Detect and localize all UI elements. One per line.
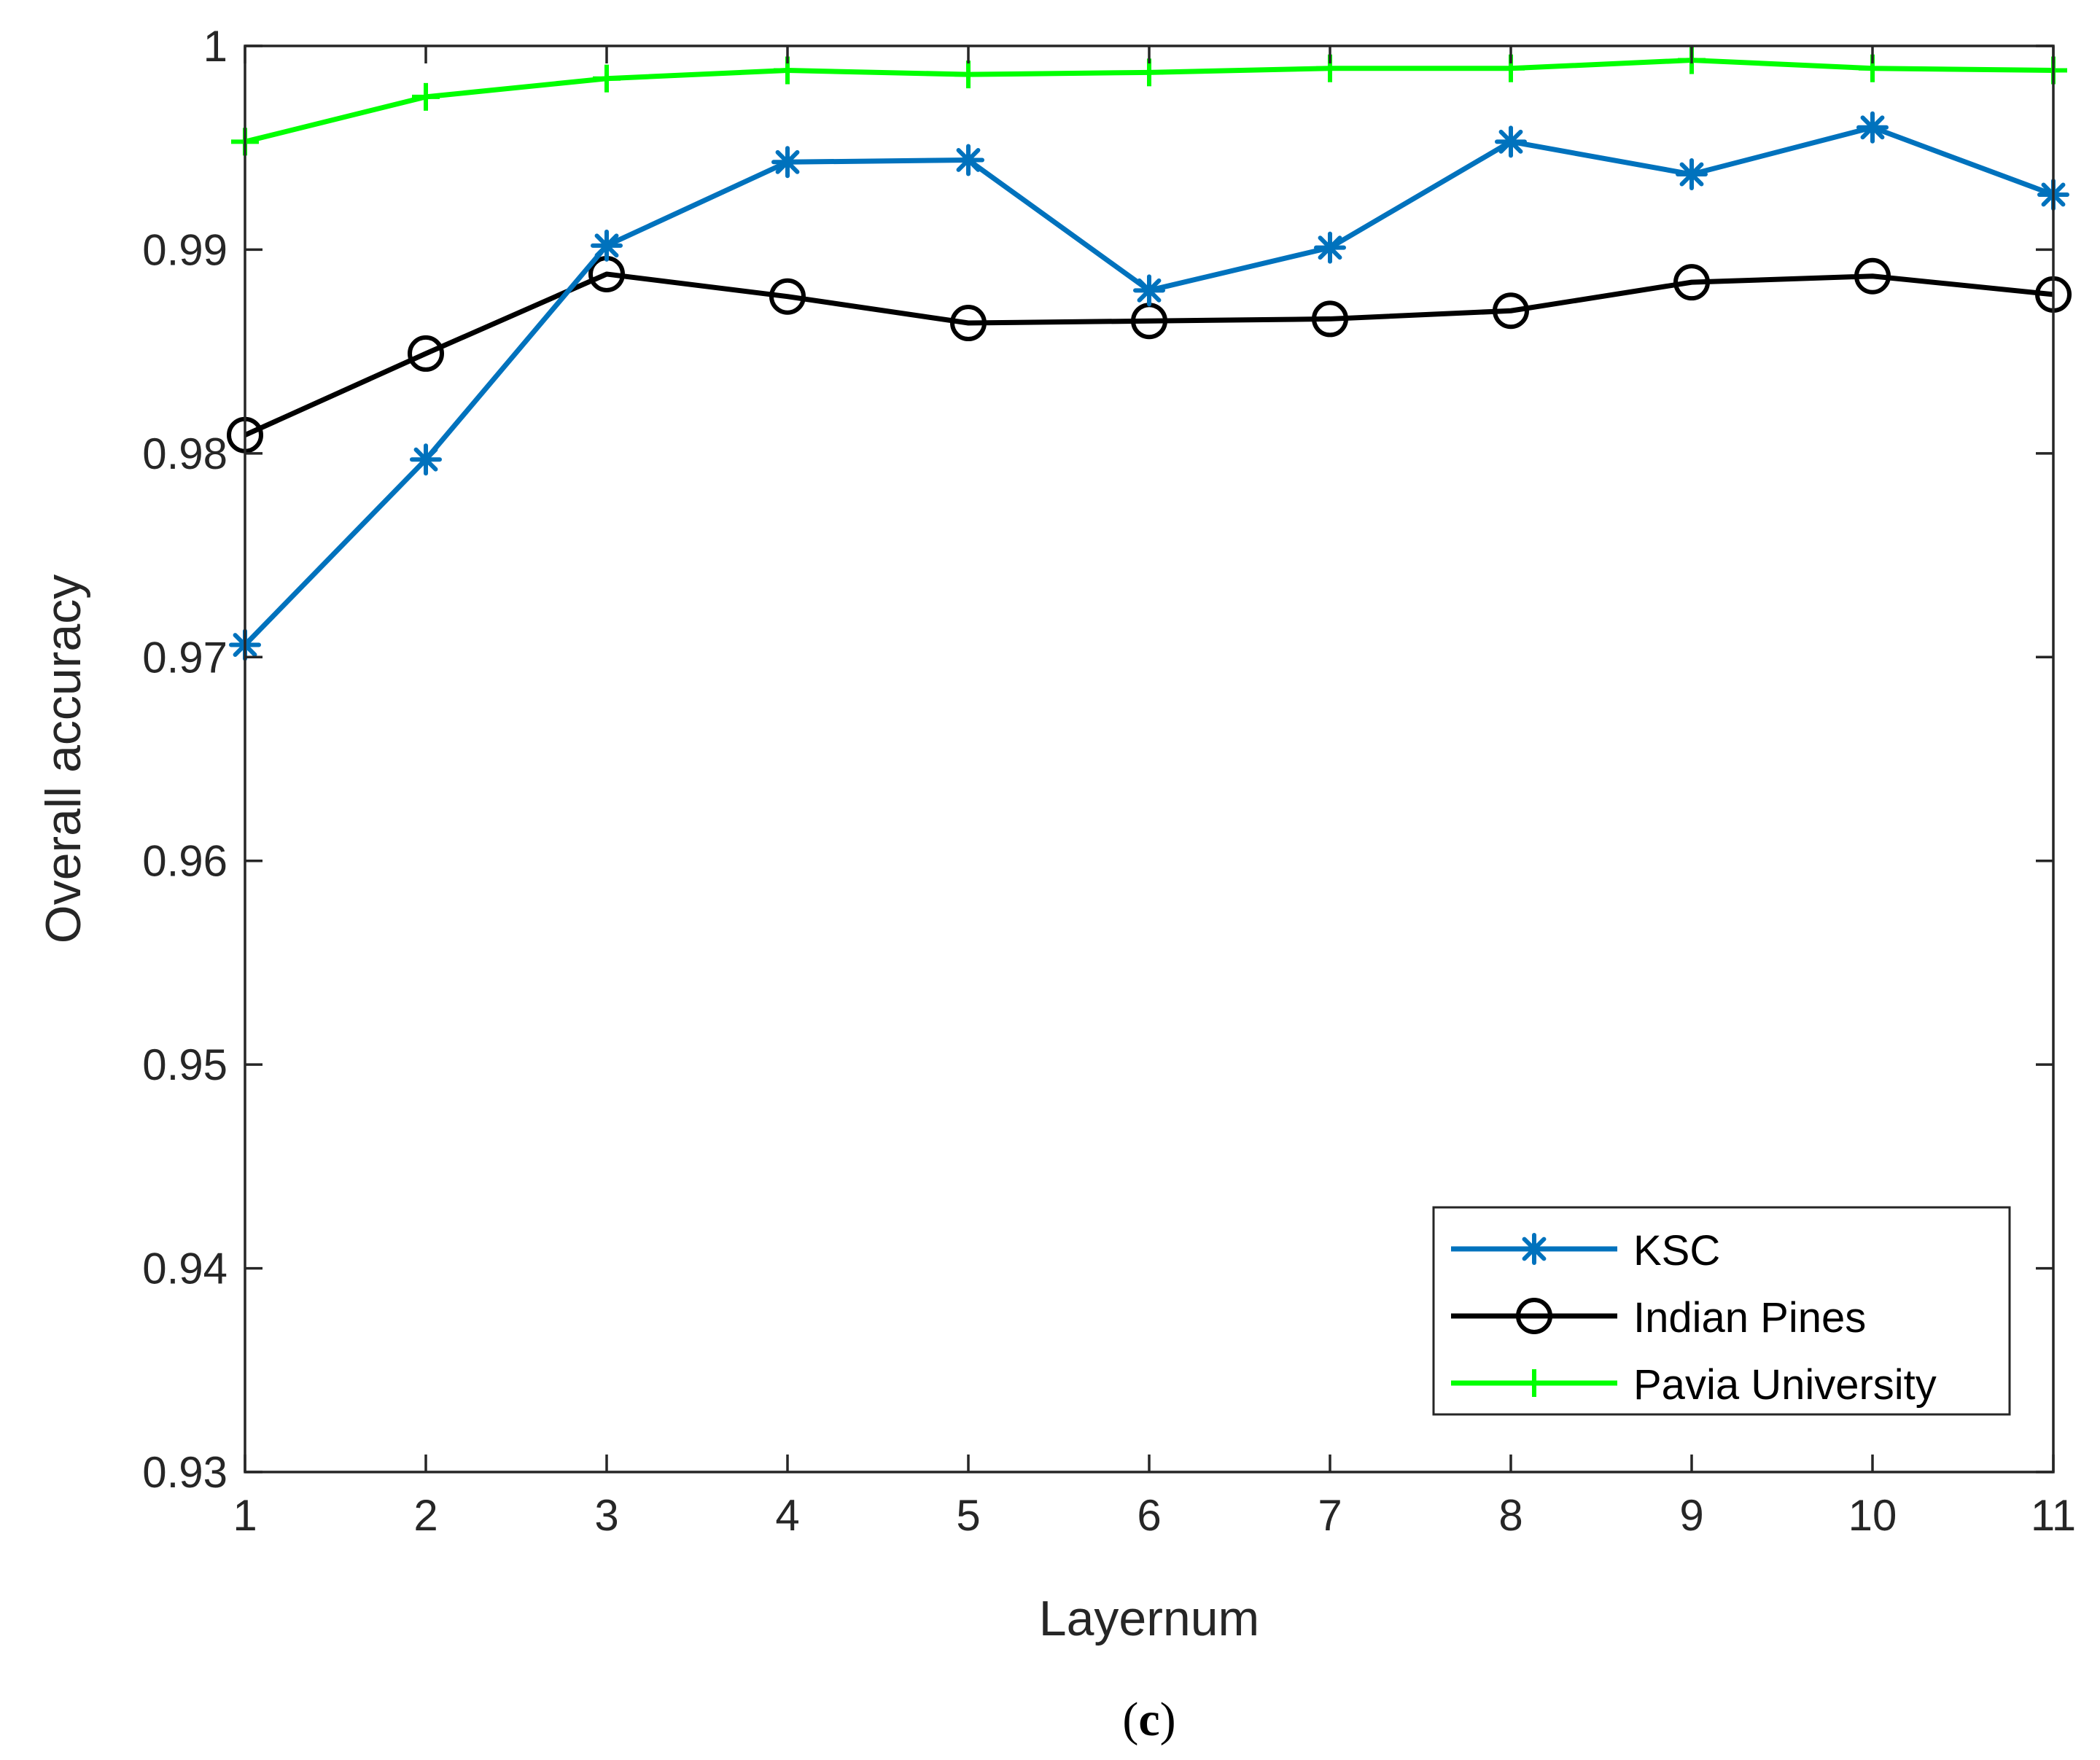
legend-samples (1451, 1233, 1617, 1397)
point-indian-pines-8 (1493, 292, 1529, 330)
x-tick-label-3: 3 (594, 1491, 618, 1540)
legend-sample-indian-pines (1451, 1298, 1617, 1334)
y-tick-label-2: 0.95 (142, 1040, 228, 1089)
x-tick-label-8: 8 (1498, 1491, 1522, 1540)
x-tick-label-1: 1 (233, 1491, 257, 1540)
legend: KSC Indian Pines Pavia University (1432, 1206, 2011, 1416)
x-tick-label-2: 2 (413, 1491, 438, 1540)
point-indian-pines-2 (408, 335, 444, 372)
y-tick-label-6: 0.99 (142, 225, 228, 274)
point-ksc-3 (591, 229, 623, 262)
x-tick-label-5: 5 (956, 1491, 980, 1540)
y-tick-label-0: 0.93 (142, 1448, 228, 1497)
y-tick-label-7: 1 (203, 22, 228, 71)
series-layer (227, 46, 2072, 661)
point-ksc-6 (1133, 274, 1165, 307)
caption-close-paren: ) (1160, 1693, 1176, 1746)
legend-label-ksc: KSC (1633, 1227, 1720, 1274)
point-ksc-4 (771, 146, 804, 179)
legend-marker-pavia-university (1520, 1369, 1548, 1397)
point-ksc-2 (410, 443, 442, 476)
legend-label-pavia-university: Pavia University (1633, 1361, 1937, 1409)
series-line-indian-pines (244, 271, 2054, 437)
point-indian-pines-5 (950, 305, 987, 342)
point-ksc-10 (1856, 111, 1889, 144)
x-tick-label-10: 10 (1848, 1491, 1897, 1540)
x-tick-label-6: 6 (1137, 1491, 1161, 1540)
legend-sample-pavia-university (1451, 1369, 1617, 1397)
x-tick-label-11: 11 (2031, 1491, 2076, 1540)
caption-open-paren: ( (1122, 1693, 1138, 1746)
legend-label-indian-pines: Indian Pines (1633, 1294, 1866, 1342)
y-tick-label-5: 0.98 (142, 429, 228, 478)
tick-labels: 1 2 3 4 5 6 7 8 9 10 11 0.93 0.94 0.95 0.96 0.97 0.98 0.9… (142, 22, 2076, 1540)
y-tick-label-1: 0.94 (142, 1245, 228, 1293)
point-indian-pines-10 (1854, 257, 1891, 295)
x-tick-label-4: 4 (775, 1491, 799, 1540)
legend-sample-ksc (1451, 1233, 1617, 1265)
point-ksc-5 (952, 144, 984, 176)
y-axis-title: Overall accuracy (36, 575, 91, 943)
point-pavia-university-3 (593, 64, 621, 93)
x-tick-label-9: 9 (1679, 1491, 1703, 1540)
point-indian-pines-7 (1312, 300, 1348, 338)
point-pavia-university-2 (412, 82, 440, 111)
point-ksc-7 (1314, 231, 1346, 264)
x-axis-title: Layernum (1039, 1591, 1259, 1646)
y-tick-label-4: 0.97 (142, 633, 228, 682)
point-ksc-9 (1676, 158, 1708, 191)
ticks-layer (244, 44, 2055, 1473)
point-ksc-8 (1495, 125, 1527, 158)
x-tick-label-7: 7 (1318, 1491, 1342, 1540)
figure-caption: (c) (1122, 1693, 1175, 1746)
point-indian-pines-4 (769, 278, 806, 315)
point-indian-pines-9 (1673, 264, 1710, 301)
caption-letter: c (1138, 1693, 1159, 1746)
y-tick-label-3: 0.96 (142, 837, 228, 886)
legend-marker-ksc (1518, 1233, 1550, 1265)
legend-marker-indian-pines (1516, 1298, 1552, 1334)
point-pavia-university-5 (954, 61, 982, 89)
